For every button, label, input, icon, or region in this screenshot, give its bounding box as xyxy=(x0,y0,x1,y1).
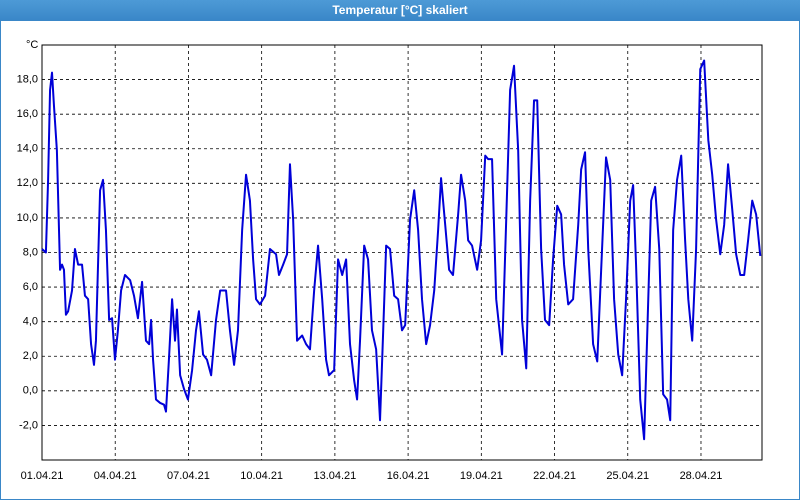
x-tick-label: 19.04.21 xyxy=(460,470,503,482)
y-tick-label: 6,0 xyxy=(23,281,38,293)
y-tick-label: 8,0 xyxy=(23,246,38,258)
x-tick-label: 04.04.21 xyxy=(94,470,137,482)
y-tick-label: 18,0 xyxy=(17,73,38,85)
plot-frame xyxy=(41,44,763,461)
y-tick-label: 2,0 xyxy=(23,350,38,362)
y-unit: °C xyxy=(26,39,38,51)
y-tick-label: 14,0 xyxy=(17,143,38,155)
y-tick-label: 10,0 xyxy=(17,212,38,224)
x-tick-label: 25.04.21 xyxy=(606,470,649,482)
window-border xyxy=(0,20,800,500)
data-line xyxy=(41,59,762,441)
y-tick-label: -2,0 xyxy=(19,419,38,431)
y-tick-label: 16,0 xyxy=(17,108,38,120)
x-tick-label: 01.04.21 xyxy=(21,470,64,482)
x-tick-label: 13.04.21 xyxy=(313,470,356,482)
x-tick-label: 07.04.21 xyxy=(167,470,210,482)
x-tick-label: 28.04.21 xyxy=(680,470,723,482)
x-tick-label: 22.04.21 xyxy=(533,470,576,482)
title-bar: Temperatur [°C] skaliert xyxy=(0,0,800,20)
y-tick-label: 12,0 xyxy=(17,177,38,189)
x-tick-label: 10.04.21 xyxy=(240,470,283,482)
y-tick-label: 4,0 xyxy=(23,316,38,328)
x-tick-label: 16.04.21 xyxy=(387,470,430,482)
chart: °C -2,0 0,0 2,0 4,0 6,0 8,0 10,0 12,0 14,0 16,0 18… xyxy=(0,20,800,500)
y-tick-label: 0,0 xyxy=(23,385,38,397)
